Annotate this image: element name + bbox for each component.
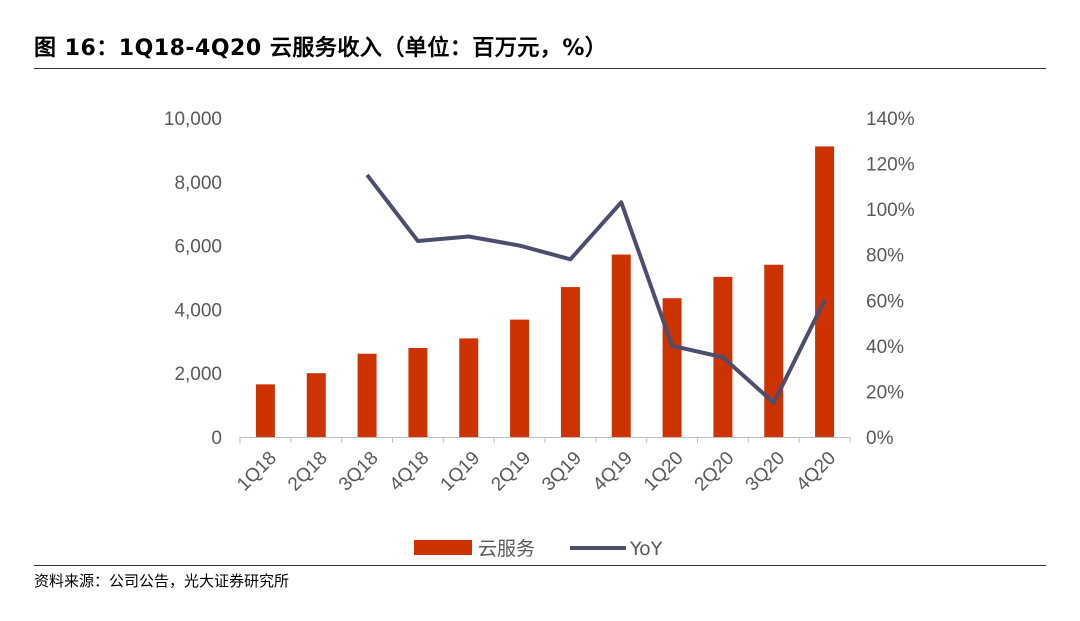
right-axis-tick-label: 0% [866,428,894,449]
chart-svg: 0 2,000 4,000 6,000 8,000 10,000 0% 20% 40% 60% 8… [164,109,915,560]
x-axis-label-2Q18: 2Q18 [284,448,332,496]
right-axis-tick-label: 20% [866,382,904,403]
x-axis-label-1Q19: 1Q19 [437,448,485,496]
right-axis-tick-label: 40% [866,337,904,358]
footer-divider [34,565,1046,566]
left-axis-tick-label: 2,000 [174,364,222,385]
bar-4Q20 [815,146,835,438]
left-axis-tick-label: 8,000 [174,173,222,194]
x-axis-label-3Q19: 3Q19 [538,448,586,496]
bar-1Q18 [255,384,275,437]
bar-2Q18 [306,373,326,437]
right-axis-tick-label: 60% [866,291,904,312]
bar-1Q20 [662,298,682,437]
bar-series [255,146,835,438]
title-divider [34,68,1046,69]
bar-1Q19 [459,338,479,437]
left-axis-tick-label: 10,000 [164,109,222,130]
left-axis-ticks: 0 2,000 4,000 6,000 8,000 10,000 [164,109,222,449]
right-axis-tick-label: 120% [866,155,915,176]
right-axis-tick-label: 140% [866,109,915,130]
right-axis-tick-label: 100% [866,200,915,221]
x-axis-label-4Q18: 4Q18 [386,448,434,496]
x-axis-label-1Q18: 1Q18 [233,448,281,496]
left-axis-tick-label: 6,000 [174,237,222,258]
x-axis-label-3Q20: 3Q20 [742,448,790,496]
legend-swatch-bar [414,540,472,555]
bar-4Q19 [611,254,631,437]
source-note: 资料来源：公司公告，光大证券研究所 [34,572,290,590]
x-axis-label-2Q20: 2Q20 [691,448,739,496]
x-axis-labels: 1Q18 2Q18 3Q18 4Q18 1Q19 2Q19 3Q19 4Q19 1Q20 2Q20… [233,448,840,496]
x-axis-label-4Q20: 4Q20 [792,448,840,496]
x-axis-label-2Q19: 2Q19 [487,448,535,496]
x-axis-tick-marks [239,437,851,443]
x-axis-label-3Q18: 3Q18 [335,448,383,496]
right-axis-ticks: 0% 20% 40% 60% 80% 100% 120% 140% [866,109,915,449]
bar-3Q20 [764,264,784,437]
chart-title: 图 16：1Q18-4Q20 云服务收入（单位：百万元，%） [34,36,608,61]
left-axis-tick-label: 4,000 [174,300,222,321]
x-axis-label-4Q19: 4Q19 [589,448,637,496]
bar-3Q18 [357,353,377,437]
legend: 云服务 YoY [414,538,663,560]
x-axis-label-1Q20: 1Q20 [640,448,688,496]
bar-2Q19 [510,319,530,437]
legend-label-line: YoY [629,538,663,560]
bar-3Q19 [560,287,580,437]
left-axis-tick-label: 0 [211,428,222,449]
bar-4Q18 [408,347,428,437]
yoy-line [365,173,827,405]
right-axis-tick-label: 80% [866,246,904,267]
legend-label-bar: 云服务 [478,538,535,560]
